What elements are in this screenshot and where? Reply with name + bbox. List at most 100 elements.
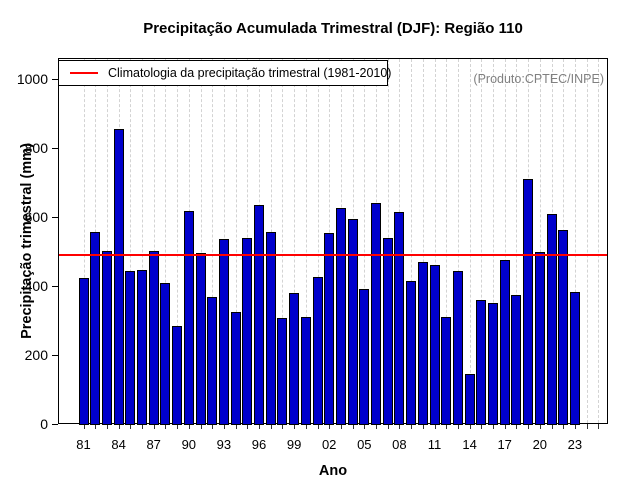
x-axis-title: Ano [318, 463, 348, 479]
bar-2013 [452, 271, 463, 425]
x-tick [574, 424, 576, 429]
x-tick [235, 424, 237, 429]
bar-1998 [277, 317, 288, 425]
x-tick [399, 424, 401, 429]
bar-1991 [195, 253, 206, 425]
x-tick [317, 424, 319, 429]
gridline [434, 59, 436, 423]
bar-2001 [312, 276, 323, 425]
gridline [142, 59, 143, 423]
x-tick [247, 424, 249, 429]
bar-1993 [218, 238, 229, 425]
bar-2016 [488, 302, 498, 425]
gridline [469, 59, 471, 423]
bar-2006 [371, 202, 381, 425]
x-tick [259, 424, 260, 429]
gridline [165, 59, 167, 423]
bar-1995 [242, 237, 253, 425]
gridline [106, 59, 108, 423]
y-tick [52, 285, 58, 287]
x-tick-label: 11 [427, 437, 442, 452]
x-tick [493, 424, 494, 429]
gridline [294, 59, 296, 423]
gridline [481, 59, 483, 423]
x-tick [223, 424, 225, 429]
x-tick-label: 84 [111, 437, 126, 452]
x-tick-label: 05 [357, 437, 372, 452]
x-tick [387, 424, 389, 429]
y-axis-title: Precipitação trimestral (mm) [19, 143, 35, 339]
legend-red-line-icon [70, 72, 98, 74]
bar-2019 [523, 179, 534, 425]
bar-2002 [324, 232, 335, 425]
x-tick [282, 424, 284, 429]
gridline [504, 59, 506, 423]
gridline [457, 59, 459, 423]
bar-1992 [207, 296, 218, 425]
plot-area [58, 58, 608, 425]
bar-2014 [464, 374, 475, 425]
bar-1994 [230, 311, 241, 425]
gridline [177, 59, 179, 423]
legend-label: Climatologia da precipitação trimestral … [108, 66, 392, 80]
x-tick-label: 99 [286, 437, 302, 452]
gridline [446, 59, 448, 423]
x-tick-label: 08 [392, 437, 407, 452]
y-tick-label: 1000 [16, 70, 48, 87]
y-tick-label: 800 [24, 139, 48, 156]
x-tick [469, 424, 471, 429]
gridline [422, 59, 424, 423]
bar-2004 [347, 218, 358, 425]
bar-2003 [335, 208, 346, 425]
x-tick [177, 424, 179, 429]
gridline [364, 59, 366, 423]
bar-1984 [113, 128, 124, 425]
bar-2017 [499, 259, 510, 425]
x-tick [270, 424, 272, 429]
bar-1985 [125, 271, 136, 425]
x-tick [352, 424, 354, 429]
bar-2021 [546, 214, 557, 425]
x-tick-label: 20 [532, 437, 548, 452]
x-tick [153, 424, 155, 429]
x-tick [95, 424, 97, 429]
climatology-line [59, 254, 607, 257]
x-tick [539, 424, 541, 429]
x-tick [130, 424, 132, 429]
y-tick [52, 147, 58, 149]
x-tick [340, 424, 342, 429]
x-tick [83, 424, 85, 429]
x-tick [504, 424, 506, 429]
x-tick [457, 424, 459, 429]
gridline [235, 59, 237, 423]
x-tick [188, 424, 190, 429]
x-tick [586, 424, 588, 429]
x-tick-label: 87 [146, 437, 161, 452]
y-tick-label: 400 [24, 277, 48, 294]
bar-1990 [183, 210, 194, 425]
x-tick-label: 81 [76, 437, 91, 452]
x-tick [411, 424, 413, 429]
gridline [317, 59, 319, 423]
x-tick [165, 424, 167, 429]
gridline [411, 59, 413, 423]
x-tick [481, 424, 483, 429]
y-tick-label: 200 [24, 346, 48, 363]
x-tick [434, 424, 436, 429]
bar-2008 [394, 211, 405, 425]
x-tick [598, 424, 600, 429]
gridline [200, 59, 202, 423]
bar-2015 [476, 300, 487, 425]
bar-2012 [441, 316, 452, 425]
y-tick [52, 216, 58, 218]
bar-1997 [265, 231, 276, 425]
gridline [516, 59, 518, 423]
x-tick [528, 424, 530, 429]
chart-title: Precipitação Acumulada Trimestral (DJF):… [143, 20, 523, 37]
x-tick-label: 90 [181, 437, 197, 452]
bar-2011 [429, 264, 440, 425]
bar-1983 [101, 250, 112, 425]
produto-annotation: (Produto:CPTEC/INPE) [473, 72, 604, 86]
bar-2018 [511, 294, 522, 425]
